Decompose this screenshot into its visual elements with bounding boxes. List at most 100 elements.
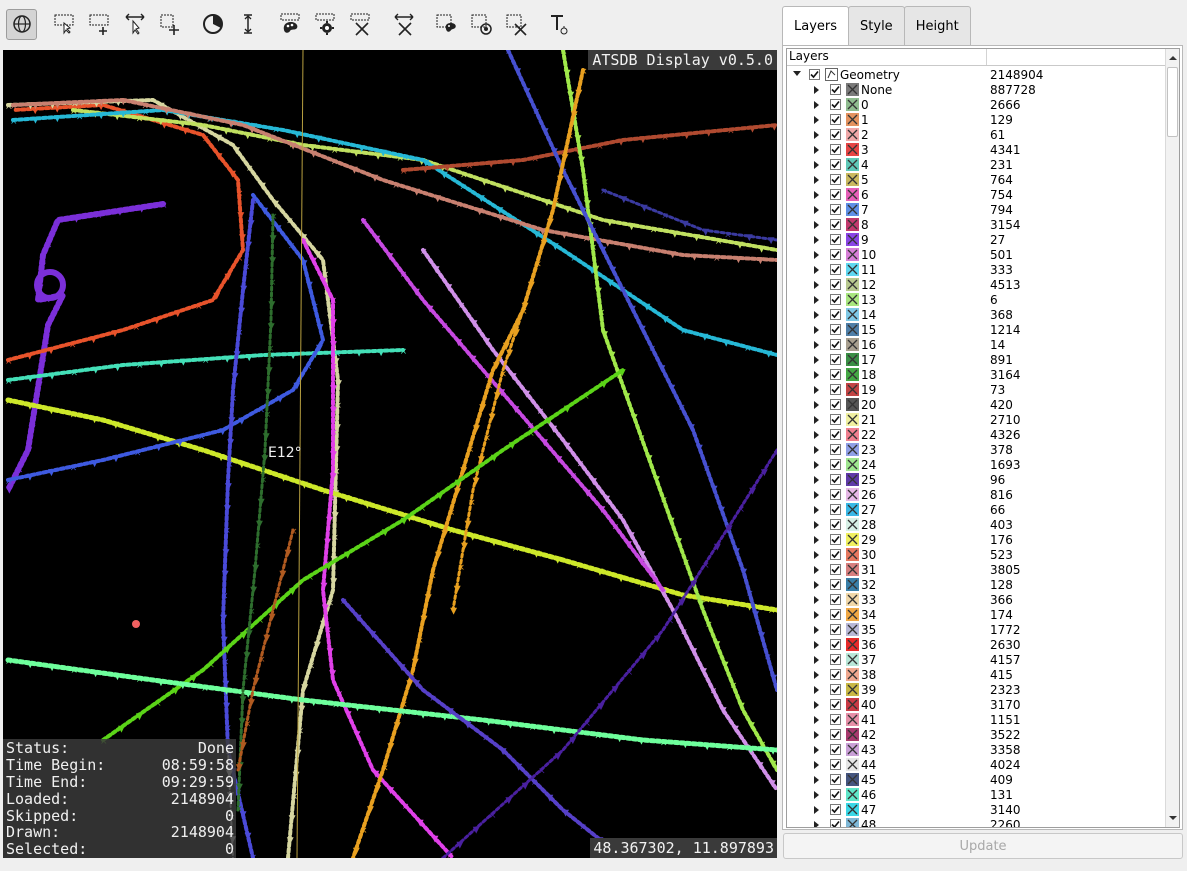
layer-checkbox[interactable] — [830, 204, 841, 215]
layer-row[interactable]: 19 73 — [787, 382, 1165, 397]
layer-checkbox[interactable] — [830, 354, 841, 365]
clear-selection-button[interactable] — [388, 9, 419, 40]
layer-checkbox[interactable] — [830, 519, 841, 530]
time-filter-button[interactable] — [197, 9, 228, 40]
layer-row[interactable]: 21 2710 — [787, 412, 1165, 427]
layer-row[interactable]: 23 378 — [787, 442, 1165, 457]
expand-arrow-icon[interactable] — [813, 730, 821, 740]
layer-row[interactable]: 34 174 — [787, 607, 1165, 622]
expand-arrow-icon[interactable] — [813, 100, 821, 110]
layer-checkbox[interactable] — [830, 624, 841, 635]
expand-arrow-icon[interactable] — [813, 430, 821, 440]
expand-arrow-icon[interactable] — [813, 280, 821, 290]
layer-row[interactable]: 30 523 — [787, 547, 1165, 562]
height-filter-button[interactable] — [232, 9, 263, 40]
move-selection-button[interactable] — [119, 9, 150, 40]
layer-row[interactable]: 2 61 — [787, 127, 1165, 142]
selection-toggle-button[interactable] — [466, 9, 497, 40]
expand-arrow-icon[interactable] — [813, 445, 821, 455]
layer-checkbox[interactable] — [830, 459, 841, 470]
expand-arrow-icon[interactable] — [813, 520, 821, 530]
layer-row[interactable]: 3 4341 — [787, 142, 1165, 157]
expand-arrow-icon[interactable] — [813, 565, 821, 575]
layer-checkbox[interactable] — [830, 564, 841, 575]
layer-row[interactable]: 27 66 — [787, 502, 1165, 517]
tree-scrollbar[interactable] — [1165, 49, 1179, 827]
expand-arrow-icon[interactable] — [813, 145, 821, 155]
expand-arrow-icon[interactable] — [813, 745, 821, 755]
layer-row[interactable]: 8 3154 — [787, 217, 1165, 232]
layer-row[interactable]: 5 764 — [787, 172, 1165, 187]
settings-gear-button[interactable] — [310, 9, 341, 40]
expand-arrow-icon[interactable] — [813, 115, 821, 125]
expand-arrow-icon[interactable] — [813, 325, 821, 335]
expand-arrow-icon[interactable] — [813, 775, 821, 785]
layer-row[interactable]: 32 128 — [787, 577, 1165, 592]
layer-checkbox[interactable] — [830, 534, 841, 545]
expand-arrow-icon[interactable] — [813, 190, 821, 200]
expand-arrow-icon[interactable] — [813, 205, 821, 215]
expand-arrow-icon[interactable] — [813, 715, 821, 725]
layer-checkbox[interactable] — [830, 324, 841, 335]
layer-checkbox[interactable] — [830, 609, 841, 620]
layer-row[interactable]: 24 1693 — [787, 457, 1165, 472]
expand-arrow-icon[interactable] — [813, 655, 821, 665]
layer-checkbox[interactable] — [830, 264, 841, 275]
expand-arrow-icon[interactable] — [813, 460, 821, 470]
layer-checkbox[interactable] — [830, 654, 841, 665]
expand-arrow-icon[interactable] — [813, 475, 821, 485]
layer-row-geometry[interactable]: Geometry 2148904 — [787, 67, 1165, 82]
expand-arrow-icon[interactable] — [813, 400, 821, 410]
layer-checkbox[interactable] — [830, 84, 841, 95]
expand-arrow-icon[interactable] — [813, 340, 821, 350]
layer-row[interactable]: 46 131 — [787, 787, 1165, 802]
expand-arrow-icon[interactable] — [813, 670, 821, 680]
layer-checkbox[interactable] — [830, 804, 841, 815]
layer-checkbox[interactable] — [830, 819, 841, 827]
layer-checkbox[interactable] — [830, 744, 841, 755]
expand-arrow-icon[interactable] — [813, 175, 821, 185]
tab-layers[interactable]: Layers — [782, 6, 850, 46]
expand-arrow-icon[interactable] — [813, 310, 821, 320]
expand-arrow-icon[interactable] — [813, 415, 821, 425]
layer-row[interactable]: 14 368 — [787, 307, 1165, 322]
layer-checkbox[interactable] — [830, 384, 841, 395]
layer-checkbox[interactable] — [830, 759, 841, 770]
layer-checkbox[interactable] — [830, 114, 841, 125]
layer-row[interactable]: 10 501 — [787, 247, 1165, 262]
layer-checkbox[interactable] — [830, 294, 841, 305]
layer-checkbox[interactable] — [830, 714, 841, 725]
layer-checkbox[interactable] — [830, 309, 841, 320]
layer-row[interactable]: 40 3170 — [787, 697, 1165, 712]
layer-checkbox[interactable] — [830, 414, 841, 425]
layer-checkbox[interactable] — [830, 594, 841, 605]
expand-arrow-icon[interactable] — [813, 355, 821, 365]
layer-checkbox[interactable] — [830, 249, 841, 260]
layer-checkbox[interactable] — [830, 474, 841, 485]
layer-checkbox[interactable] — [830, 219, 841, 230]
layer-row[interactable]: 36 2630 — [787, 637, 1165, 652]
layer-row[interactable]: 17 891 — [787, 352, 1165, 367]
layer-checkbox[interactable] — [830, 234, 841, 245]
layer-checkbox[interactable] — [830, 774, 841, 785]
layer-checkbox[interactable] — [830, 129, 841, 140]
expand-arrow-icon[interactable] — [813, 685, 821, 695]
expand-arrow-icon[interactable] — [813, 790, 821, 800]
text-tool-button[interactable] — [544, 9, 575, 40]
update-button[interactable]: Update — [783, 833, 1183, 859]
layer-tree[interactable]: Layers Geometry 2148904 None 887728 0 2666 1 12… — [786, 48, 1180, 828]
layer-row[interactable]: 25 96 — [787, 472, 1165, 487]
style-palette-button[interactable] — [275, 9, 306, 40]
expand-arrow-icon[interactable] — [813, 160, 821, 170]
expand-arrow-icon[interactable] — [813, 625, 821, 635]
selection-clear-button[interactable] — [501, 9, 532, 40]
expand-arrow-icon[interactable] — [813, 385, 821, 395]
layer-row[interactable]: None 887728 — [787, 82, 1165, 97]
layer-checkbox[interactable] — [830, 159, 841, 170]
layer-row[interactable]: 31 3805 — [787, 562, 1165, 577]
expand-arrow-icon[interactable] — [813, 595, 821, 605]
scroll-up-icon[interactable] — [1168, 53, 1178, 63]
layer-checkbox[interactable] — [830, 579, 841, 590]
layer-checkbox[interactable] — [830, 489, 841, 500]
layer-checkbox[interactable] — [830, 99, 841, 110]
